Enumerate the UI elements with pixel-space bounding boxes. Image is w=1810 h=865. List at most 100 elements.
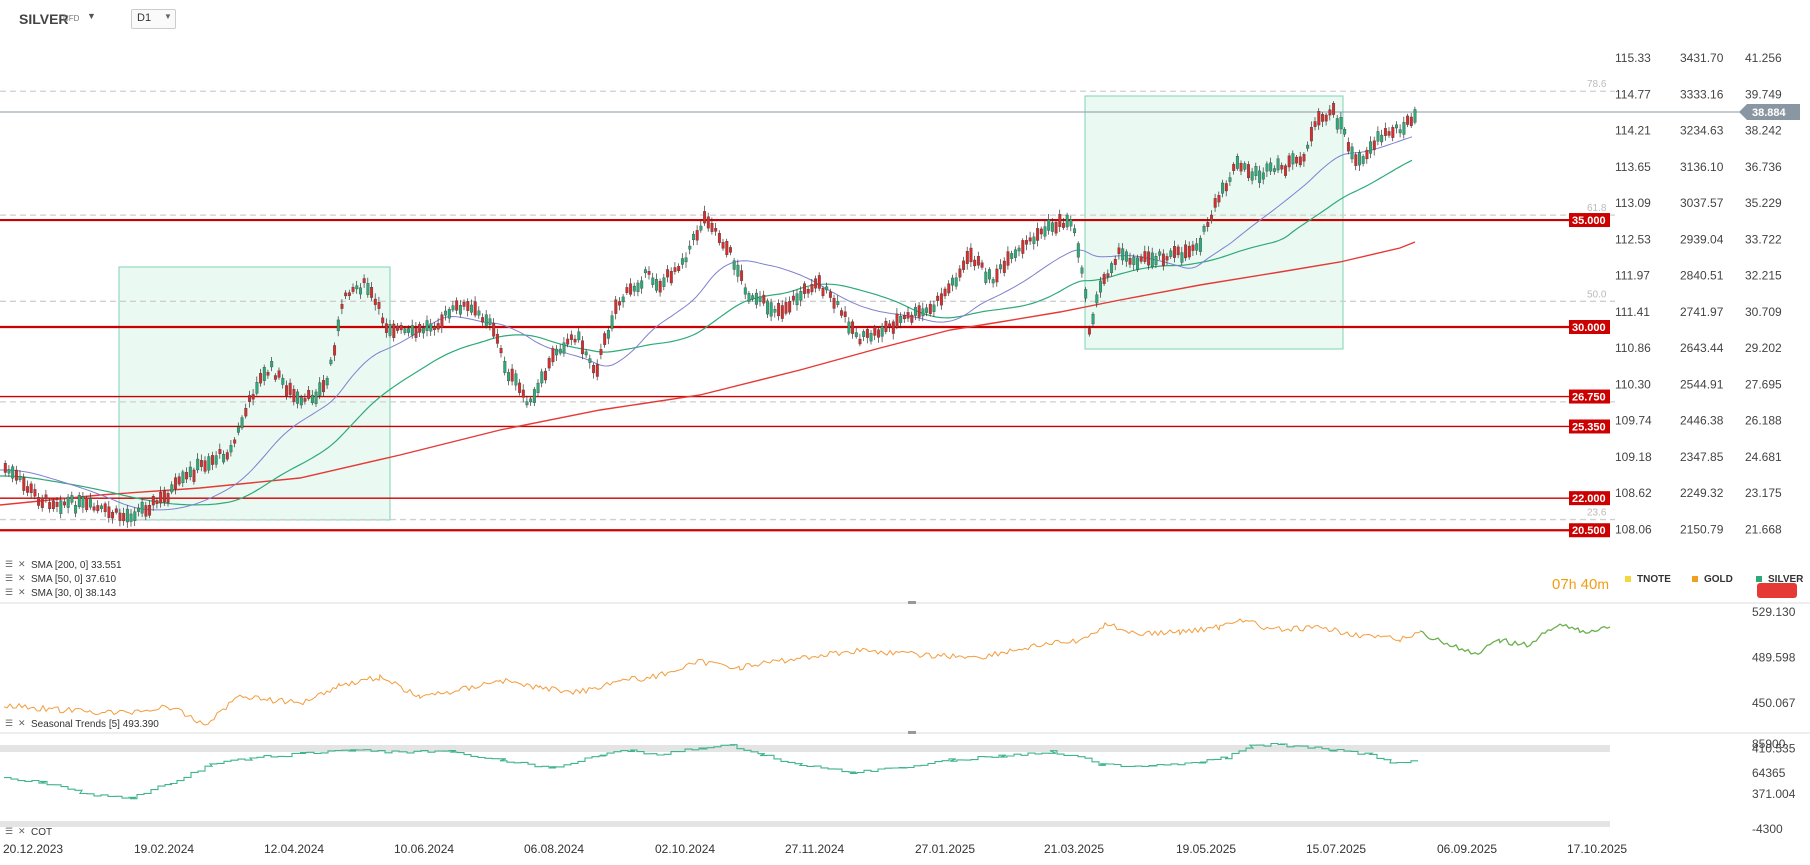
legend-tnote[interactable]: TNOTE: [1625, 569, 1671, 587]
date-tick-label: 27.01.2025: [915, 842, 975, 856]
symbol-dropdown-icon[interactable]: ▼: [87, 11, 96, 21]
candle-body: [673, 267, 677, 272]
candle-body: [259, 373, 263, 384]
candle-body: [373, 298, 377, 305]
candle-body: [1395, 124, 1398, 129]
date-tick-label: 15.07.2025: [1306, 842, 1366, 856]
candle-body: [296, 391, 300, 404]
candle-body: [603, 333, 607, 345]
timeframe-label: D1: [137, 12, 152, 24]
candle-body: [951, 277, 954, 286]
close-icon[interactable]: ✕: [18, 559, 26, 569]
candle-body: [484, 314, 488, 327]
candle-body: [643, 269, 647, 274]
close-icon[interactable]: ✕: [18, 587, 26, 597]
candle-body: [318, 382, 322, 396]
candle-body: [455, 300, 459, 311]
candle-body: [1198, 237, 1202, 252]
candle-body: [440, 314, 444, 328]
candle-body: [214, 455, 218, 465]
candle-body: [1025, 240, 1028, 245]
candle-body: [976, 256, 980, 266]
candle-body: [100, 505, 103, 509]
candle-body: [1269, 162, 1273, 172]
candle-body: [925, 307, 929, 313]
candle-body: [1369, 141, 1373, 154]
candle-body: [499, 348, 503, 354]
candle-body: [514, 373, 518, 386]
candle-body: [1121, 248, 1125, 261]
price-tick-label: 39.749: [1745, 87, 1782, 101]
menu-icon[interactable]: ☰: [5, 587, 13, 597]
candlesticks[interactable]: [3, 101, 1417, 528]
candle-body: [832, 298, 836, 309]
candle-body: [1291, 153, 1295, 165]
zone-box[interactable]: [118, 266, 391, 521]
menu-icon[interactable]: ☰: [5, 573, 13, 583]
indicator-sma200[interactable]: ☰ ✕ SMA [200, 0] 33.551: [5, 559, 122, 571]
symbol-name[interactable]: SILVER: [19, 11, 69, 27]
candle-body: [847, 321, 851, 334]
candle-body: [636, 282, 640, 292]
candle-body: [1113, 259, 1117, 265]
date-tick-label: 06.08.2024: [524, 842, 584, 856]
cot-axis: 85900 64365 -4300: [1752, 737, 1786, 836]
indicator-sma50[interactable]: ☰ ✕ SMA [50, 0] 37.610: [5, 573, 116, 585]
timeframe-dropdown-icon[interactable]: ▼: [164, 12, 172, 21]
candle-body: [1095, 294, 1099, 304]
candle-body: [1243, 163, 1247, 170]
candle-body: [370, 286, 374, 298]
silver-toggle-button[interactable]: [1757, 583, 1797, 598]
candle-body: [828, 291, 832, 298]
zone-box[interactable]: [1084, 95, 1344, 350]
seasonal-tick-label: 410.535: [1752, 742, 1796, 756]
candle-body: [447, 309, 451, 319]
candle-body: [307, 389, 311, 399]
candle-body: [1054, 222, 1058, 234]
candle-body: [814, 278, 818, 289]
candle-body: [1328, 109, 1332, 116]
candle-body: [939, 293, 943, 306]
indicator-label: COT: [31, 827, 52, 838]
candle-body: [303, 398, 307, 402]
menu-icon[interactable]: ☰: [5, 826, 13, 836]
candle-body: [1124, 251, 1128, 262]
candle-body: [277, 370, 281, 378]
candle-body: [421, 327, 425, 334]
cot-indicator[interactable]: ☰ ✕ COT: [5, 826, 52, 838]
price-tick-label: 113.09: [1615, 196, 1651, 210]
pane-resize-handle[interactable]: [908, 601, 916, 604]
candle-body: [999, 264, 1003, 270]
candle-body: [1298, 156, 1302, 166]
candle-body: [891, 321, 895, 334]
pane-resize-handle[interactable]: [908, 731, 916, 734]
legend-swatch: [1625, 576, 1631, 583]
close-icon[interactable]: ✕: [18, 718, 26, 728]
date-tick-label: 21.03.2025: [1044, 842, 1104, 856]
candle-body: [1339, 117, 1343, 130]
candle-body: [584, 351, 588, 356]
candle-body: [1343, 129, 1347, 135]
horizontal-levels[interactable]: 35.000 30.000 26.750 25.350 22.000 20.500: [0, 213, 1610, 538]
candle-body: [888, 323, 892, 327]
close-icon[interactable]: ✕: [18, 573, 26, 583]
legend-gold[interactable]: GOLD: [1692, 569, 1733, 587]
menu-icon[interactable]: ☰: [5, 718, 13, 728]
indicator-sma30[interactable]: ☰ ✕ SMA [30, 0] 38.143: [5, 587, 116, 599]
candle-body: [181, 471, 185, 484]
price-tick-label: 27.695: [1745, 377, 1782, 391]
price-tick-label: 2544.91: [1680, 377, 1724, 391]
timeframe-select[interactable]: [131, 9, 176, 29]
level-tag: [1569, 389, 1610, 404]
countdown-hours: 07: [1552, 576, 1569, 593]
seasonal-indicator[interactable]: ☰ ✕ Seasonal Trends [5] 493.390: [5, 718, 159, 730]
legend-silver[interactable]: SILVER: [1756, 569, 1803, 587]
candle-body: [1376, 131, 1380, 142]
menu-icon[interactable]: ☰: [5, 559, 13, 569]
candle-body: [1187, 245, 1191, 258]
candle-body: [229, 445, 233, 453]
candle-body: [458, 304, 462, 315]
close-icon[interactable]: ✕: [18, 826, 26, 836]
candle-body: [1228, 177, 1232, 182]
